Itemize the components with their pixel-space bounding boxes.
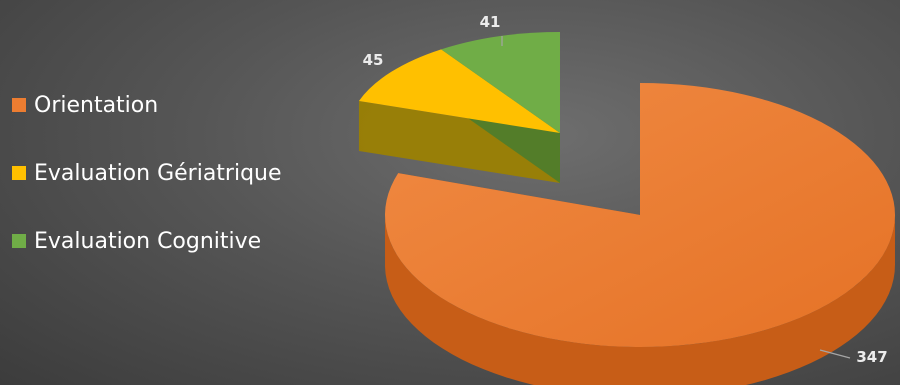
- pie-top-faces: [358, 32, 895, 347]
- legend-item-orientation: Orientation: [12, 86, 342, 124]
- legend-item-evaluation-cognitive: Evaluation Cognitive: [12, 222, 342, 260]
- legend-item-evaluation-geriatrique: Evaluation Gériatrique: [12, 154, 342, 192]
- legend-swatch-orientation: [12, 98, 26, 112]
- slice-radial-wall-evaluation-geriatrique-0: [358, 100, 560, 183]
- slice-top-evaluation-geriatrique: [358, 49, 560, 133]
- legend-label-orientation: Orientation: [34, 92, 159, 118]
- slice-top-evaluation-cognitive: [441, 32, 560, 133]
- legend-swatch-evaluation-geriatrique: [12, 166, 26, 180]
- legend-swatch-evaluation-cognitive: [12, 234, 26, 248]
- slice-side-orientation: [385, 214, 895, 385]
- legend-label-evaluation-cognitive: Evaluation Cognitive: [34, 228, 262, 254]
- data-label-orientation: 347: [856, 348, 887, 366]
- data-labels: 347 45 41: [363, 13, 888, 366]
- legend-label-evaluation-geriatrique: Evaluation Gériatrique: [34, 160, 282, 186]
- data-label-evaluation-geriatrique: 45: [363, 51, 384, 69]
- slice-top-orientation: [385, 83, 895, 347]
- data-label-evaluation-cognitive: 41: [480, 13, 501, 31]
- label-leader-lines: [501, 36, 851, 359]
- legend: Orientation Evaluation Gériatrique Evalu…: [12, 86, 342, 290]
- leader-line-orientation: [819, 349, 851, 359]
